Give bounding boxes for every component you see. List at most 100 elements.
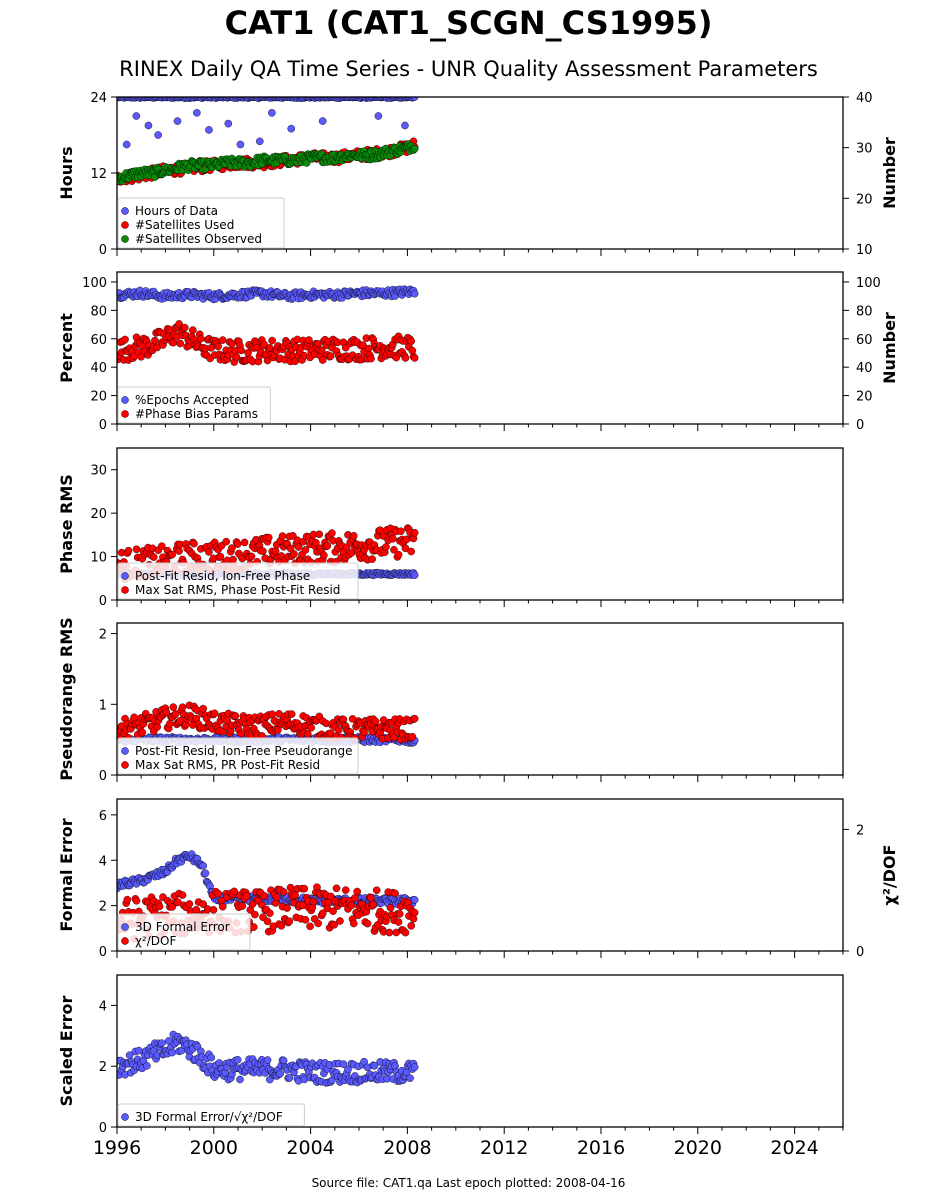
y2-tick-label: 80 xyxy=(856,304,873,319)
data-point xyxy=(201,869,210,878)
data-point xyxy=(309,897,318,906)
legend-label: %Epochs Accepted xyxy=(135,393,249,407)
data-point xyxy=(341,886,350,894)
data-point xyxy=(214,342,222,351)
y2-axis-label: χ²/DOF xyxy=(880,845,899,906)
y-axis-label: Scaled Error xyxy=(57,996,76,1107)
y-axis-label: Phase RMS xyxy=(57,474,76,574)
legend-marker xyxy=(121,396,129,404)
data-point xyxy=(305,336,313,344)
data-point xyxy=(407,337,416,345)
data-point-outlier xyxy=(287,124,296,133)
x-tick-label: 2000 xyxy=(190,1137,238,1159)
y-axis-label: Hours xyxy=(57,146,76,199)
y2-tick-label: 20 xyxy=(856,192,873,207)
data-point xyxy=(314,919,322,928)
data-point-outlier xyxy=(144,121,153,130)
points-group xyxy=(117,1030,419,1087)
legend-label: χ²/DOF xyxy=(135,934,176,948)
data-point xyxy=(205,548,213,556)
y-tick-label: 0 xyxy=(99,418,107,433)
data-point xyxy=(409,915,418,923)
y-tick-label: 0 xyxy=(99,243,107,258)
legend: Hours of Data#Satellites Used#Satellites… xyxy=(117,197,285,249)
data-point xyxy=(326,352,335,360)
y2-tick-label: 60 xyxy=(856,333,873,348)
data-point xyxy=(264,533,273,542)
x-tick-label: 2008 xyxy=(383,1137,431,1159)
data-point xyxy=(176,339,185,348)
legend-marker xyxy=(121,761,129,769)
data-point xyxy=(149,553,158,561)
data-point xyxy=(410,896,419,904)
data-point-outlier xyxy=(122,140,131,149)
y-tick-label: 6 xyxy=(99,809,107,824)
data-point xyxy=(360,728,368,737)
x-tick-label: 1996 xyxy=(93,1137,141,1159)
data-point xyxy=(166,719,174,728)
data-point xyxy=(389,534,397,543)
data-point xyxy=(178,891,187,899)
data-point xyxy=(214,889,222,898)
data-point xyxy=(233,1055,242,1064)
y-axis-label: Pseudorange RMS xyxy=(57,617,76,780)
data-point xyxy=(335,726,343,734)
y2-tick-label: 10 xyxy=(856,243,873,258)
plot-frame xyxy=(116,798,844,952)
data-point xyxy=(216,552,225,561)
data-point xyxy=(158,542,166,550)
y2-tick-label: 0 xyxy=(856,418,864,433)
data-point xyxy=(276,1069,284,1078)
points-group xyxy=(117,97,419,186)
data-point xyxy=(232,353,241,361)
data-point xyxy=(199,900,207,908)
data-point xyxy=(351,894,359,902)
data-point xyxy=(394,918,403,926)
data-point xyxy=(268,336,276,345)
plot-frame xyxy=(116,447,844,601)
data-point xyxy=(285,917,294,926)
data-point xyxy=(410,1063,419,1071)
data-point-outlier xyxy=(268,109,276,117)
y-axis-label: Formal Error xyxy=(57,818,76,931)
legend-marker xyxy=(121,747,129,755)
data-point xyxy=(283,904,291,912)
data-point xyxy=(240,538,249,547)
y-tick-label: 20 xyxy=(90,507,107,522)
y2-tick-label: 0 xyxy=(856,945,864,960)
y-axis-label: Percent xyxy=(57,313,76,383)
x-tick-label: 2016 xyxy=(577,1137,625,1159)
data-point xyxy=(274,726,282,734)
data-point xyxy=(332,884,341,893)
data-point xyxy=(410,354,419,362)
data-point xyxy=(209,906,218,914)
series-2 xyxy=(117,701,419,744)
data-point xyxy=(266,909,274,917)
data-point xyxy=(300,884,309,893)
y-tick-label: 0 xyxy=(99,594,107,609)
data-point xyxy=(143,1062,151,1070)
data-point xyxy=(228,544,236,552)
data-point xyxy=(278,532,287,540)
data-point xyxy=(407,922,416,930)
data-point xyxy=(339,1060,348,1068)
x-tick-label: 2024 xyxy=(770,1137,818,1159)
legend-label: 3D Formal Error/√χ²/DOF xyxy=(135,1110,283,1124)
data-point xyxy=(336,917,344,925)
footer-source: Source file: CAT1.qa Last epoch plotted:… xyxy=(311,1176,626,1190)
legend-marker xyxy=(121,410,129,418)
data-point xyxy=(294,543,303,551)
y2-axis-label: Number xyxy=(880,137,899,209)
data-point xyxy=(410,908,419,917)
data-point xyxy=(199,862,207,870)
legend-label: #Phase Bias Params xyxy=(135,407,258,421)
data-point xyxy=(401,544,410,553)
data-point xyxy=(155,902,164,911)
data-point xyxy=(407,547,416,556)
y-tick-label: 0 xyxy=(99,1121,107,1136)
legend-marker xyxy=(121,1113,129,1121)
data-point xyxy=(363,919,372,928)
data-point xyxy=(318,356,327,364)
